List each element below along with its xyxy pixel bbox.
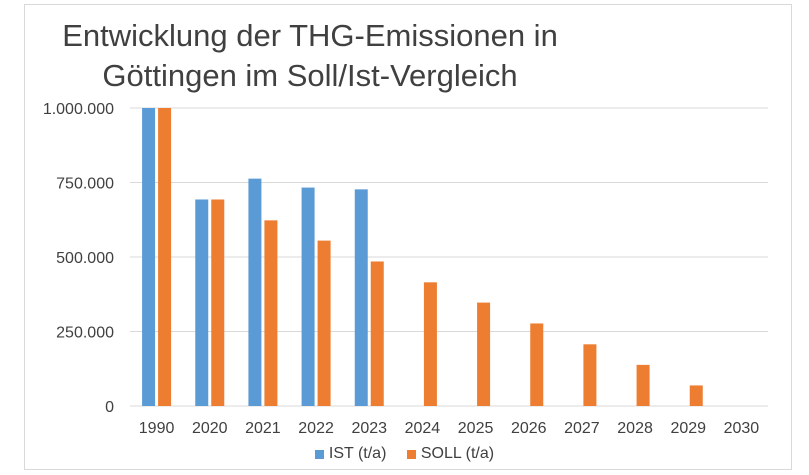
x-tick-label: 2026 — [511, 420, 547, 437]
bar-soll-2024 — [423, 282, 437, 406]
bar-soll-2029 — [689, 385, 703, 406]
x-tick-label: 2023 — [351, 420, 387, 437]
bar-ist-2022 — [301, 187, 315, 406]
legend-label-ist: IST (t/a) — [328, 445, 387, 462]
x-tick-label: 2029 — [670, 420, 706, 437]
y-tick-label: 1.000.000 — [43, 101, 114, 118]
chart-title: Entwicklung der THG-Emissionen in Göttin… — [0, 16, 620, 96]
x-tick-label: 2028 — [617, 420, 653, 437]
chart-legend: IST (t/a) SOLL (t/a) — [0, 445, 809, 464]
bar-soll-2021 — [264, 220, 278, 406]
legend-item-ist: IST (t/a) — [314, 445, 387, 463]
x-tick-label: 2022 — [298, 420, 334, 437]
bar-soll-2020 — [211, 199, 225, 406]
bar-ist-1990 — [142, 108, 156, 406]
bar-ist-2020 — [195, 199, 209, 406]
bar-soll-2025 — [477, 302, 491, 406]
bar-soll-2023 — [370, 261, 384, 406]
y-tick-label: 0 — [105, 399, 114, 416]
legend-swatch-ist — [314, 449, 324, 459]
legend-label-soll: SOLL (t/a) — [420, 445, 495, 462]
bar-ist-2023 — [354, 189, 368, 406]
x-tick-label: 2030 — [724, 420, 760, 437]
bar-soll-1990 — [158, 108, 172, 406]
x-tick-label: 1990 — [139, 420, 175, 437]
y-tick-label: 500.000 — [56, 250, 114, 267]
x-tick-label: 2027 — [564, 420, 600, 437]
x-tick-label: 2024 — [405, 420, 441, 437]
chart-title-line-2: Göttingen im Soll/Ist-Vergleich — [102, 58, 518, 93]
bar-soll-2026 — [530, 323, 544, 406]
y-tick-label: 250.000 — [56, 325, 114, 342]
y-tick-label: 750.000 — [56, 176, 114, 193]
bar-ist-2021 — [248, 178, 262, 406]
legend-item-soll: SOLL (t/a) — [406, 445, 495, 463]
x-tick-label: 2025 — [458, 420, 494, 437]
chart-title-line-1: Entwicklung der THG-Emissionen in — [62, 18, 558, 53]
bar-soll-2022 — [317, 240, 331, 406]
bar-soll-2028 — [636, 364, 650, 406]
x-tick-label: 2020 — [192, 420, 228, 437]
x-tick-label: 2021 — [245, 420, 281, 437]
bar-soll-2027 — [583, 344, 597, 406]
legend-swatch-soll — [406, 449, 416, 459]
